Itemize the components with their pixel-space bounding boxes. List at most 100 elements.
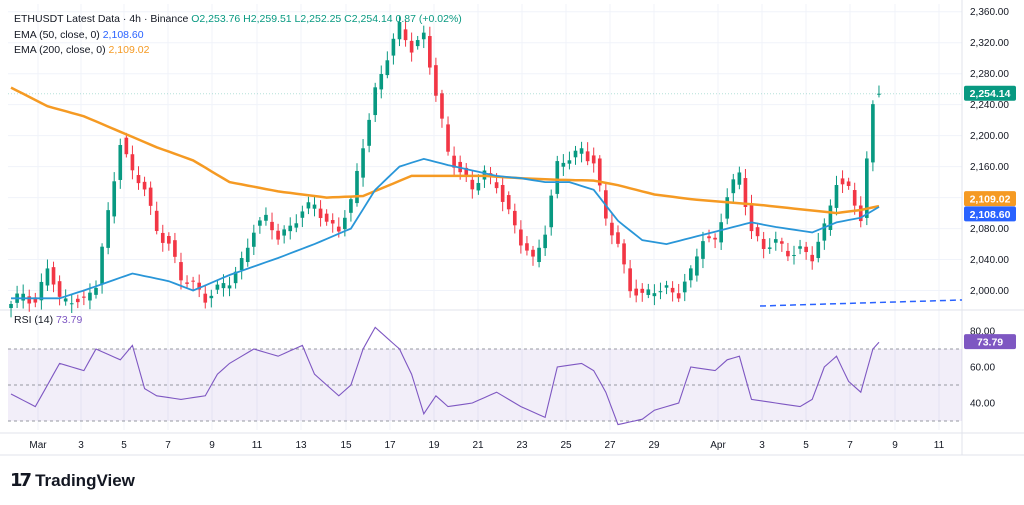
candle-body: [191, 280, 195, 282]
candle-body: [877, 93, 881, 95]
candle-body: [773, 239, 778, 243]
candle-body: [63, 298, 68, 302]
time-tick-label: 11: [252, 440, 263, 451]
candle-body: [227, 285, 232, 289]
candle-body: [731, 179, 736, 194]
time-tick-label: Apr: [710, 440, 726, 451]
rsi-tick-label: 60.00: [970, 363, 995, 374]
ema50-label: EMA (50, close, 0): [14, 29, 100, 41]
candle-body: [264, 214, 268, 221]
candle-body: [33, 297, 38, 303]
candle-body: [203, 293, 208, 303]
candle-body: [476, 182, 481, 191]
candle-body: [106, 210, 110, 248]
time-tick-label: 15: [340, 440, 352, 451]
candle-body: [288, 225, 293, 232]
candle-body: [567, 160, 572, 164]
time-tick-label: 5: [803, 440, 809, 451]
candle-body: [573, 150, 578, 158]
candle-body: [391, 38, 396, 56]
rsi-band: [8, 348, 962, 422]
candle-body: [840, 178, 845, 185]
candle-body: [409, 40, 414, 53]
candle-body: [221, 283, 226, 289]
candle-body: [688, 268, 693, 281]
time-tick-label: 23: [516, 440, 528, 451]
candle-body: [373, 87, 378, 116]
candle-body: [446, 124, 450, 152]
candle-body: [324, 213, 329, 222]
candle-body: [245, 247, 250, 263]
price-tick-label: 2,000.00: [970, 286, 1009, 297]
candle-body: [628, 268, 632, 292]
price-chart[interactable]: 2,360.00 2,320.00 2,280.00 2,240.00 2,200.00…: [0, 0, 1024, 460]
candle-body: [124, 137, 129, 155]
candle-body: [634, 288, 639, 296]
candle-body: [118, 145, 123, 180]
rsi-line: [10, 326, 880, 426]
candle-body: [701, 241, 705, 259]
candle-body: [355, 170, 359, 204]
ema50-line: [11, 157, 880, 300]
candle-body: [100, 246, 104, 285]
candle-body: [865, 158, 869, 218]
candle-body: [318, 208, 323, 219]
legend-ema200[interactable]: EMA (200, close, 0) 2,109.02: [14, 44, 149, 57]
candle-body: [312, 204, 317, 209]
candle-body: [543, 234, 547, 249]
price-tick-label: 2,320.00: [970, 38, 1009, 49]
candle-body: [682, 281, 687, 293]
candle-body: [719, 222, 723, 243]
candle-body: [148, 187, 153, 206]
rsi-badge: 73.79: [977, 337, 1003, 349]
candle-body: [233, 271, 238, 284]
candle-body: [786, 250, 790, 257]
candle-body: [755, 227, 760, 237]
price-tick-label: 2,080.00: [970, 224, 1009, 235]
candle-body: [367, 119, 371, 146]
tradingview-logo-icon: 17: [10, 470, 32, 491]
rsi-axis: 80.00 60.00 40.00: [970, 327, 995, 410]
candle-body: [676, 293, 681, 299]
candle-body: [142, 181, 147, 190]
candle-body: [780, 241, 784, 244]
candle-body: [385, 60, 390, 76]
candle-body: [537, 247, 541, 263]
rsi-value: 73.79: [56, 314, 83, 326]
candle-body: [846, 181, 851, 186]
candle-body: [270, 221, 274, 231]
candle-body: [415, 40, 420, 47]
rsi-label: RSI (14): [14, 314, 54, 326]
candle-body: [215, 284, 220, 290]
candle-body: [209, 295, 214, 299]
tradingview-brand[interactable]: 17 TradingView: [10, 470, 135, 491]
candle-body: [397, 22, 402, 40]
candle-body: [549, 195, 554, 228]
candle-body: [640, 288, 645, 293]
price-tick-label: 2,280.00: [970, 69, 1009, 80]
price-tick-label: 2,360.00: [970, 7, 1009, 18]
time-axis: Mar 3 5 7 9 11 13 15 17 19 21 23 25 27 29 Apr 3 5 7 9 11: [29, 440, 944, 451]
candle-body: [88, 292, 92, 301]
ema50-badge: 2,108.60: [970, 209, 1011, 221]
candle-body: [9, 303, 13, 309]
candle-body: [160, 232, 165, 243]
candle-body: [707, 236, 711, 239]
candle-body: [834, 185, 839, 208]
ema200-badge: 2,109.02: [970, 194, 1011, 206]
candle-body: [306, 202, 311, 209]
candle-body: [239, 258, 244, 271]
rsi-tick-label: 40.00: [970, 399, 995, 410]
candle-body: [179, 262, 183, 281]
candle-body: [428, 36, 432, 68]
candle-body: [743, 178, 748, 208]
legend-ema50[interactable]: EMA (50, close, 0) 2,108.60: [14, 29, 144, 42]
candle-body: [725, 197, 730, 219]
candle-body: [21, 293, 25, 301]
candle-body: [585, 151, 590, 162]
legend-rsi[interactable]: RSI (14) 73.79: [14, 314, 82, 327]
time-tick-label: 5: [121, 440, 127, 451]
time-tick-label: 19: [428, 440, 440, 451]
time-tick-label: 25: [560, 440, 572, 451]
candle-body: [470, 179, 475, 190]
